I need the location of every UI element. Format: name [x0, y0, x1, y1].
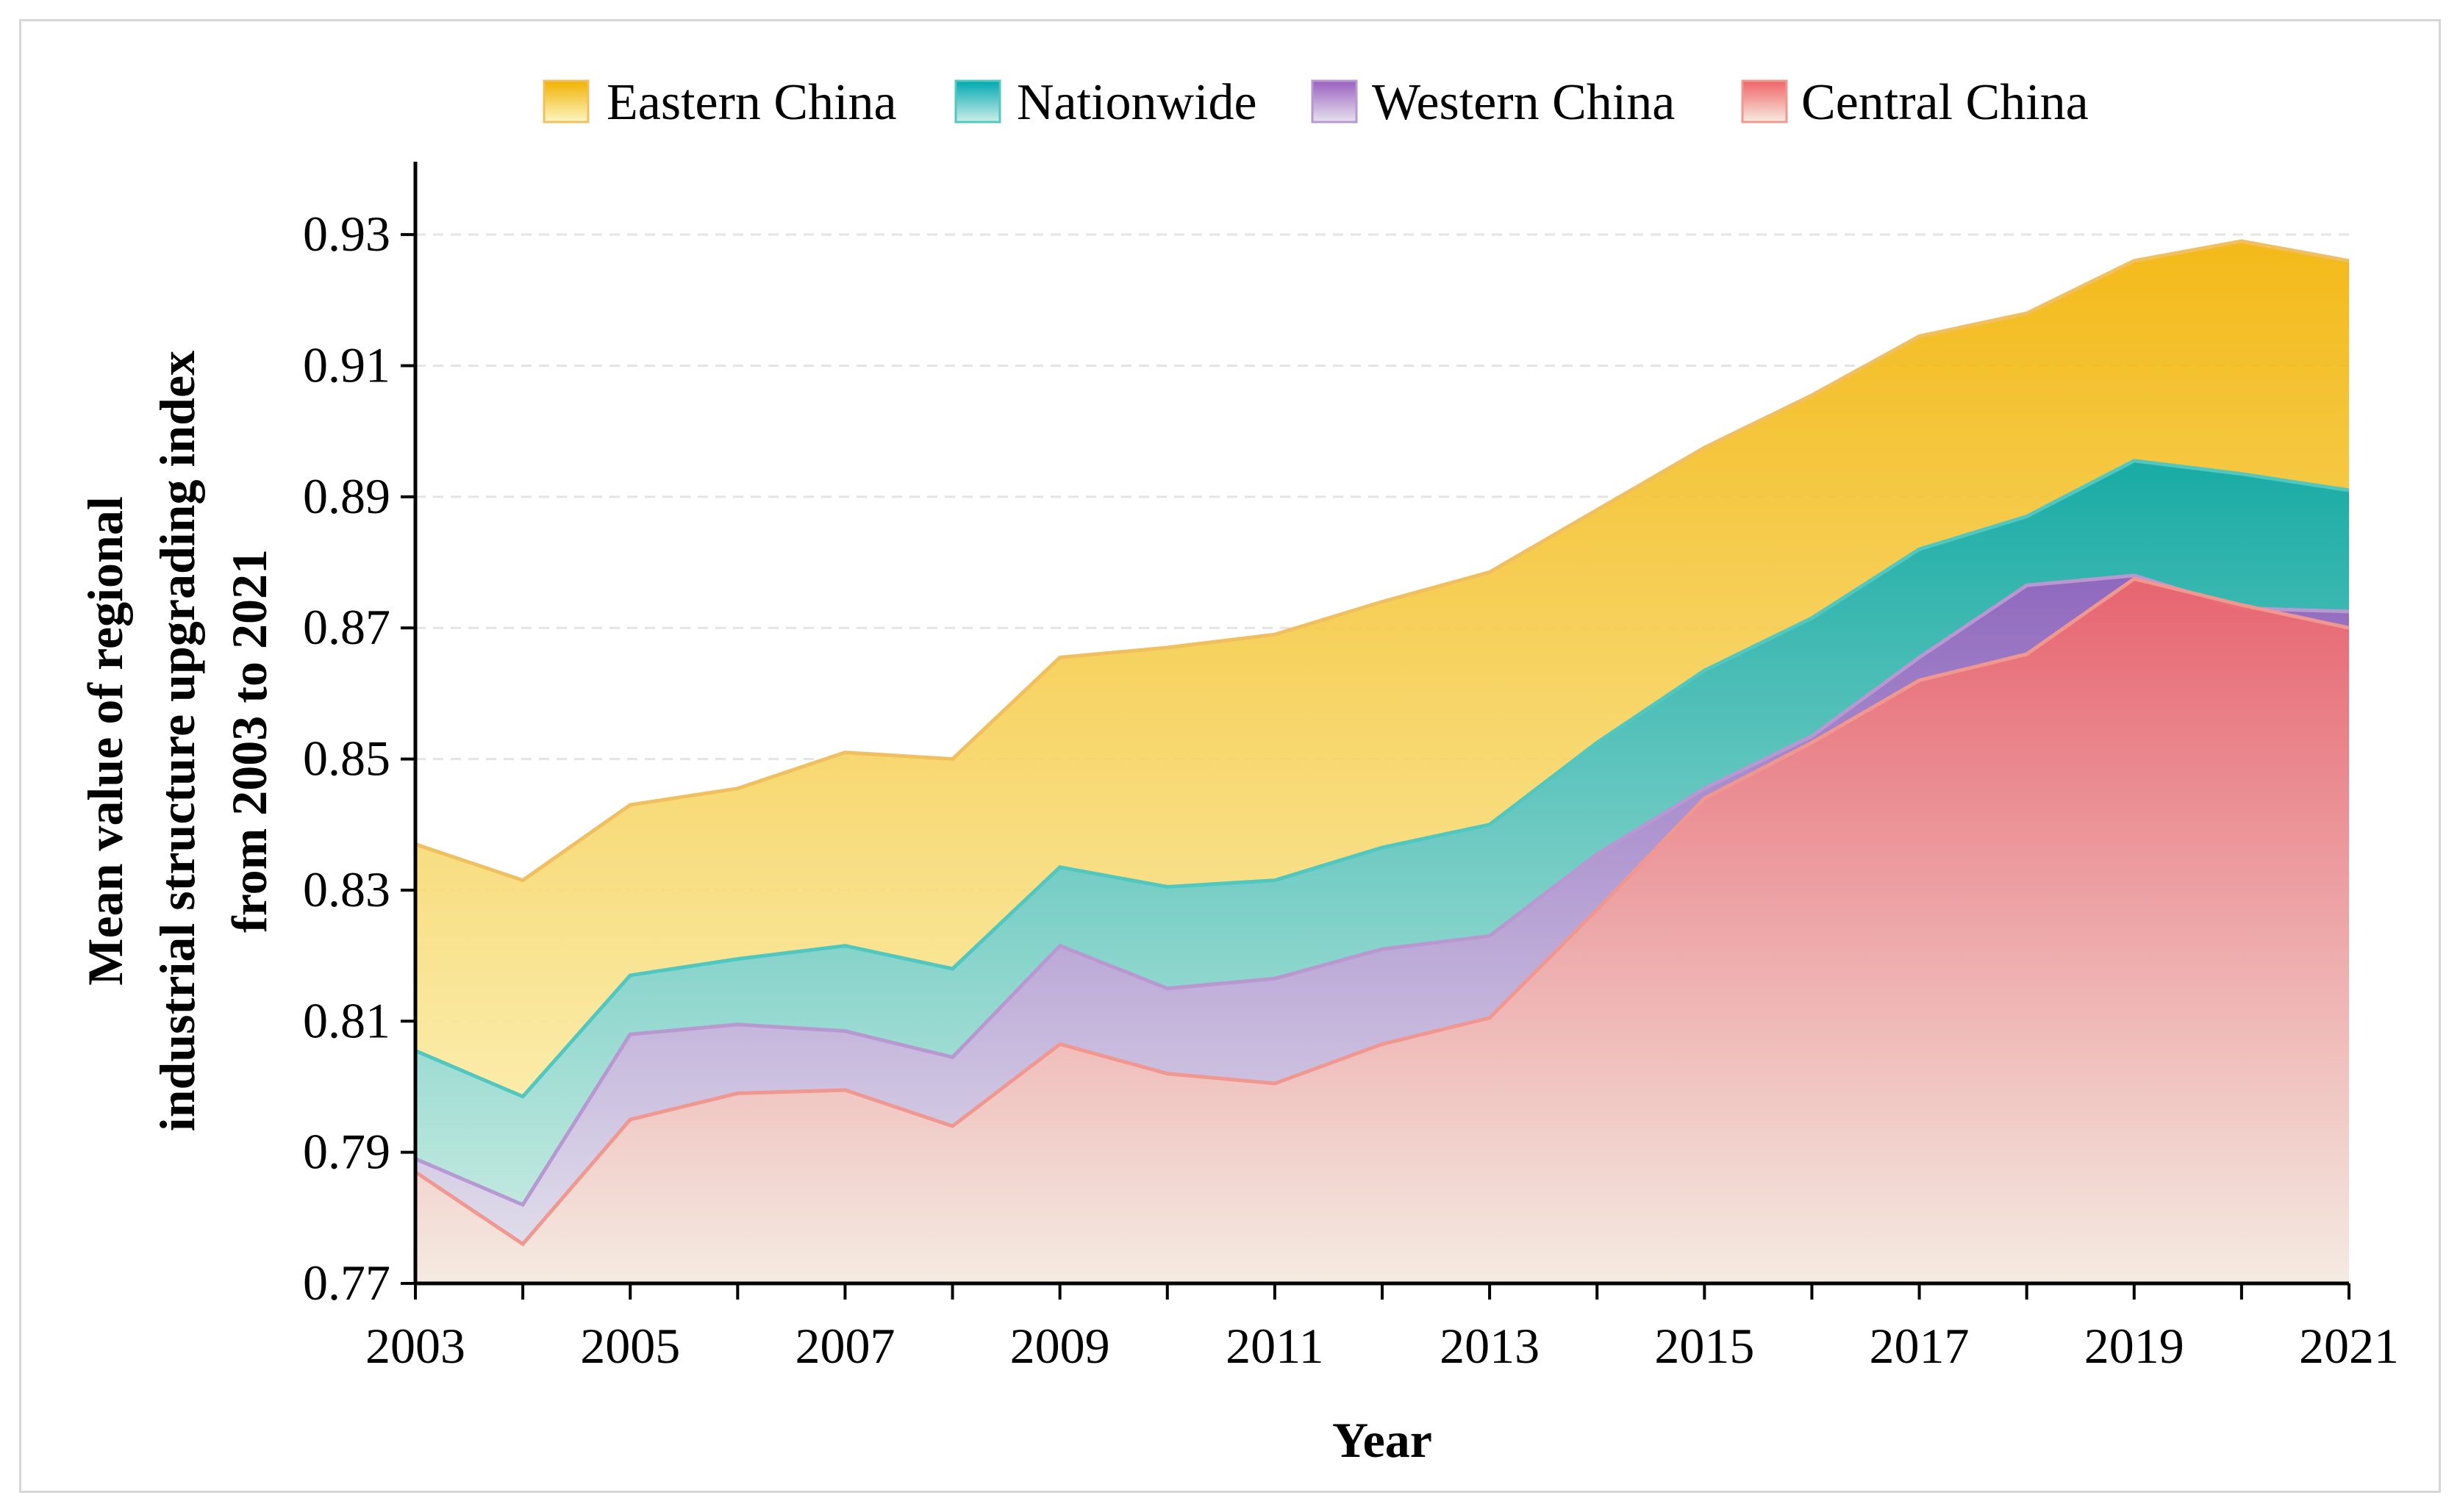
legend-label-western: Western China: [1372, 74, 1675, 131]
x-tick-label: 2021: [2299, 1318, 2399, 1374]
area-series: [414, 239, 2350, 1284]
legend-label-eastern: Eastern China: [607, 74, 897, 131]
y-tick-label: 0.77: [303, 1255, 390, 1311]
x-axis-title: Year: [1332, 1412, 1432, 1468]
line-eastern: [415, 239, 2350, 883]
legend-label-nationwide: Nationwide: [1017, 74, 1257, 131]
y-tick-label: 0.85: [303, 731, 390, 787]
x-tick-label: 2013: [1440, 1318, 1540, 1374]
y-axis-title-line: Mean value of regional: [77, 496, 133, 985]
x-tick-label: 2005: [580, 1318, 680, 1374]
legend-swatch-western: [1311, 79, 1358, 123]
line-western: [415, 573, 2350, 1208]
y-tick-label: 0.91: [303, 337, 390, 393]
area-central: [415, 578, 2349, 1283]
x-tick-label: 2015: [1654, 1318, 1754, 1374]
y-tick-label: 0.89: [303, 468, 390, 524]
legend: Eastern China Nationwide Western China Cent…: [543, 74, 2089, 131]
y-axis-title-line: industrial structure upgrading index: [149, 351, 205, 1131]
y-tick-label: 0.93: [303, 206, 390, 262]
y-tick-label: 0.83: [303, 861, 390, 917]
legend-swatch-eastern: [543, 79, 590, 123]
x-tick-label: 2011: [1226, 1318, 1323, 1374]
x-tick-label: 2003: [365, 1318, 465, 1374]
line-nationwide: [415, 459, 2350, 1099]
legend-swatch-nationwide: [954, 79, 1001, 123]
x-tick-label: 2009: [1010, 1318, 1110, 1374]
line-central: [414, 576, 2350, 1247]
x-tick-label: 2019: [2084, 1318, 2184, 1374]
x-tick-label: 2017: [1870, 1318, 1970, 1374]
y-tick-label: 0.79: [303, 1124, 390, 1180]
axes: 0.77 0.79 0.81 0.83 0.85 0.87 0.89 0.91 0.93 2003…: [303, 162, 2399, 1374]
legend-swatch-central: [1741, 79, 1788, 123]
y-axis-title: Mean value of regional industrial structu…: [77, 351, 277, 1131]
x-tick-label: 2007: [795, 1318, 895, 1374]
legend-label-central: Central China: [1801, 74, 2089, 131]
y-tick-label: 0.81: [303, 992, 390, 1048]
y-tick-label: 0.87: [303, 599, 390, 655]
y-axis-title-line: from 2003 to 2021: [221, 549, 277, 933]
